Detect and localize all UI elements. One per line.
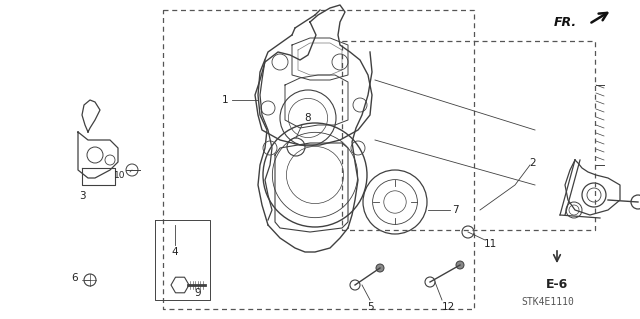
- Text: STK4E1110: STK4E1110: [522, 297, 575, 307]
- Text: 12: 12: [442, 302, 454, 312]
- Circle shape: [456, 261, 464, 269]
- Text: 8: 8: [305, 113, 311, 123]
- Text: 3: 3: [79, 191, 85, 201]
- Text: 11: 11: [483, 239, 497, 249]
- Text: 5: 5: [367, 302, 373, 312]
- Text: 1: 1: [221, 95, 228, 105]
- Text: 2: 2: [530, 158, 536, 168]
- Text: 4: 4: [172, 247, 179, 257]
- Text: 6: 6: [72, 273, 78, 283]
- Text: FR.: FR.: [554, 16, 577, 28]
- Text: 9: 9: [195, 288, 202, 298]
- Text: E-6: E-6: [546, 278, 568, 291]
- Circle shape: [376, 264, 384, 272]
- Text: 10: 10: [115, 170, 125, 180]
- Text: 7: 7: [452, 205, 458, 215]
